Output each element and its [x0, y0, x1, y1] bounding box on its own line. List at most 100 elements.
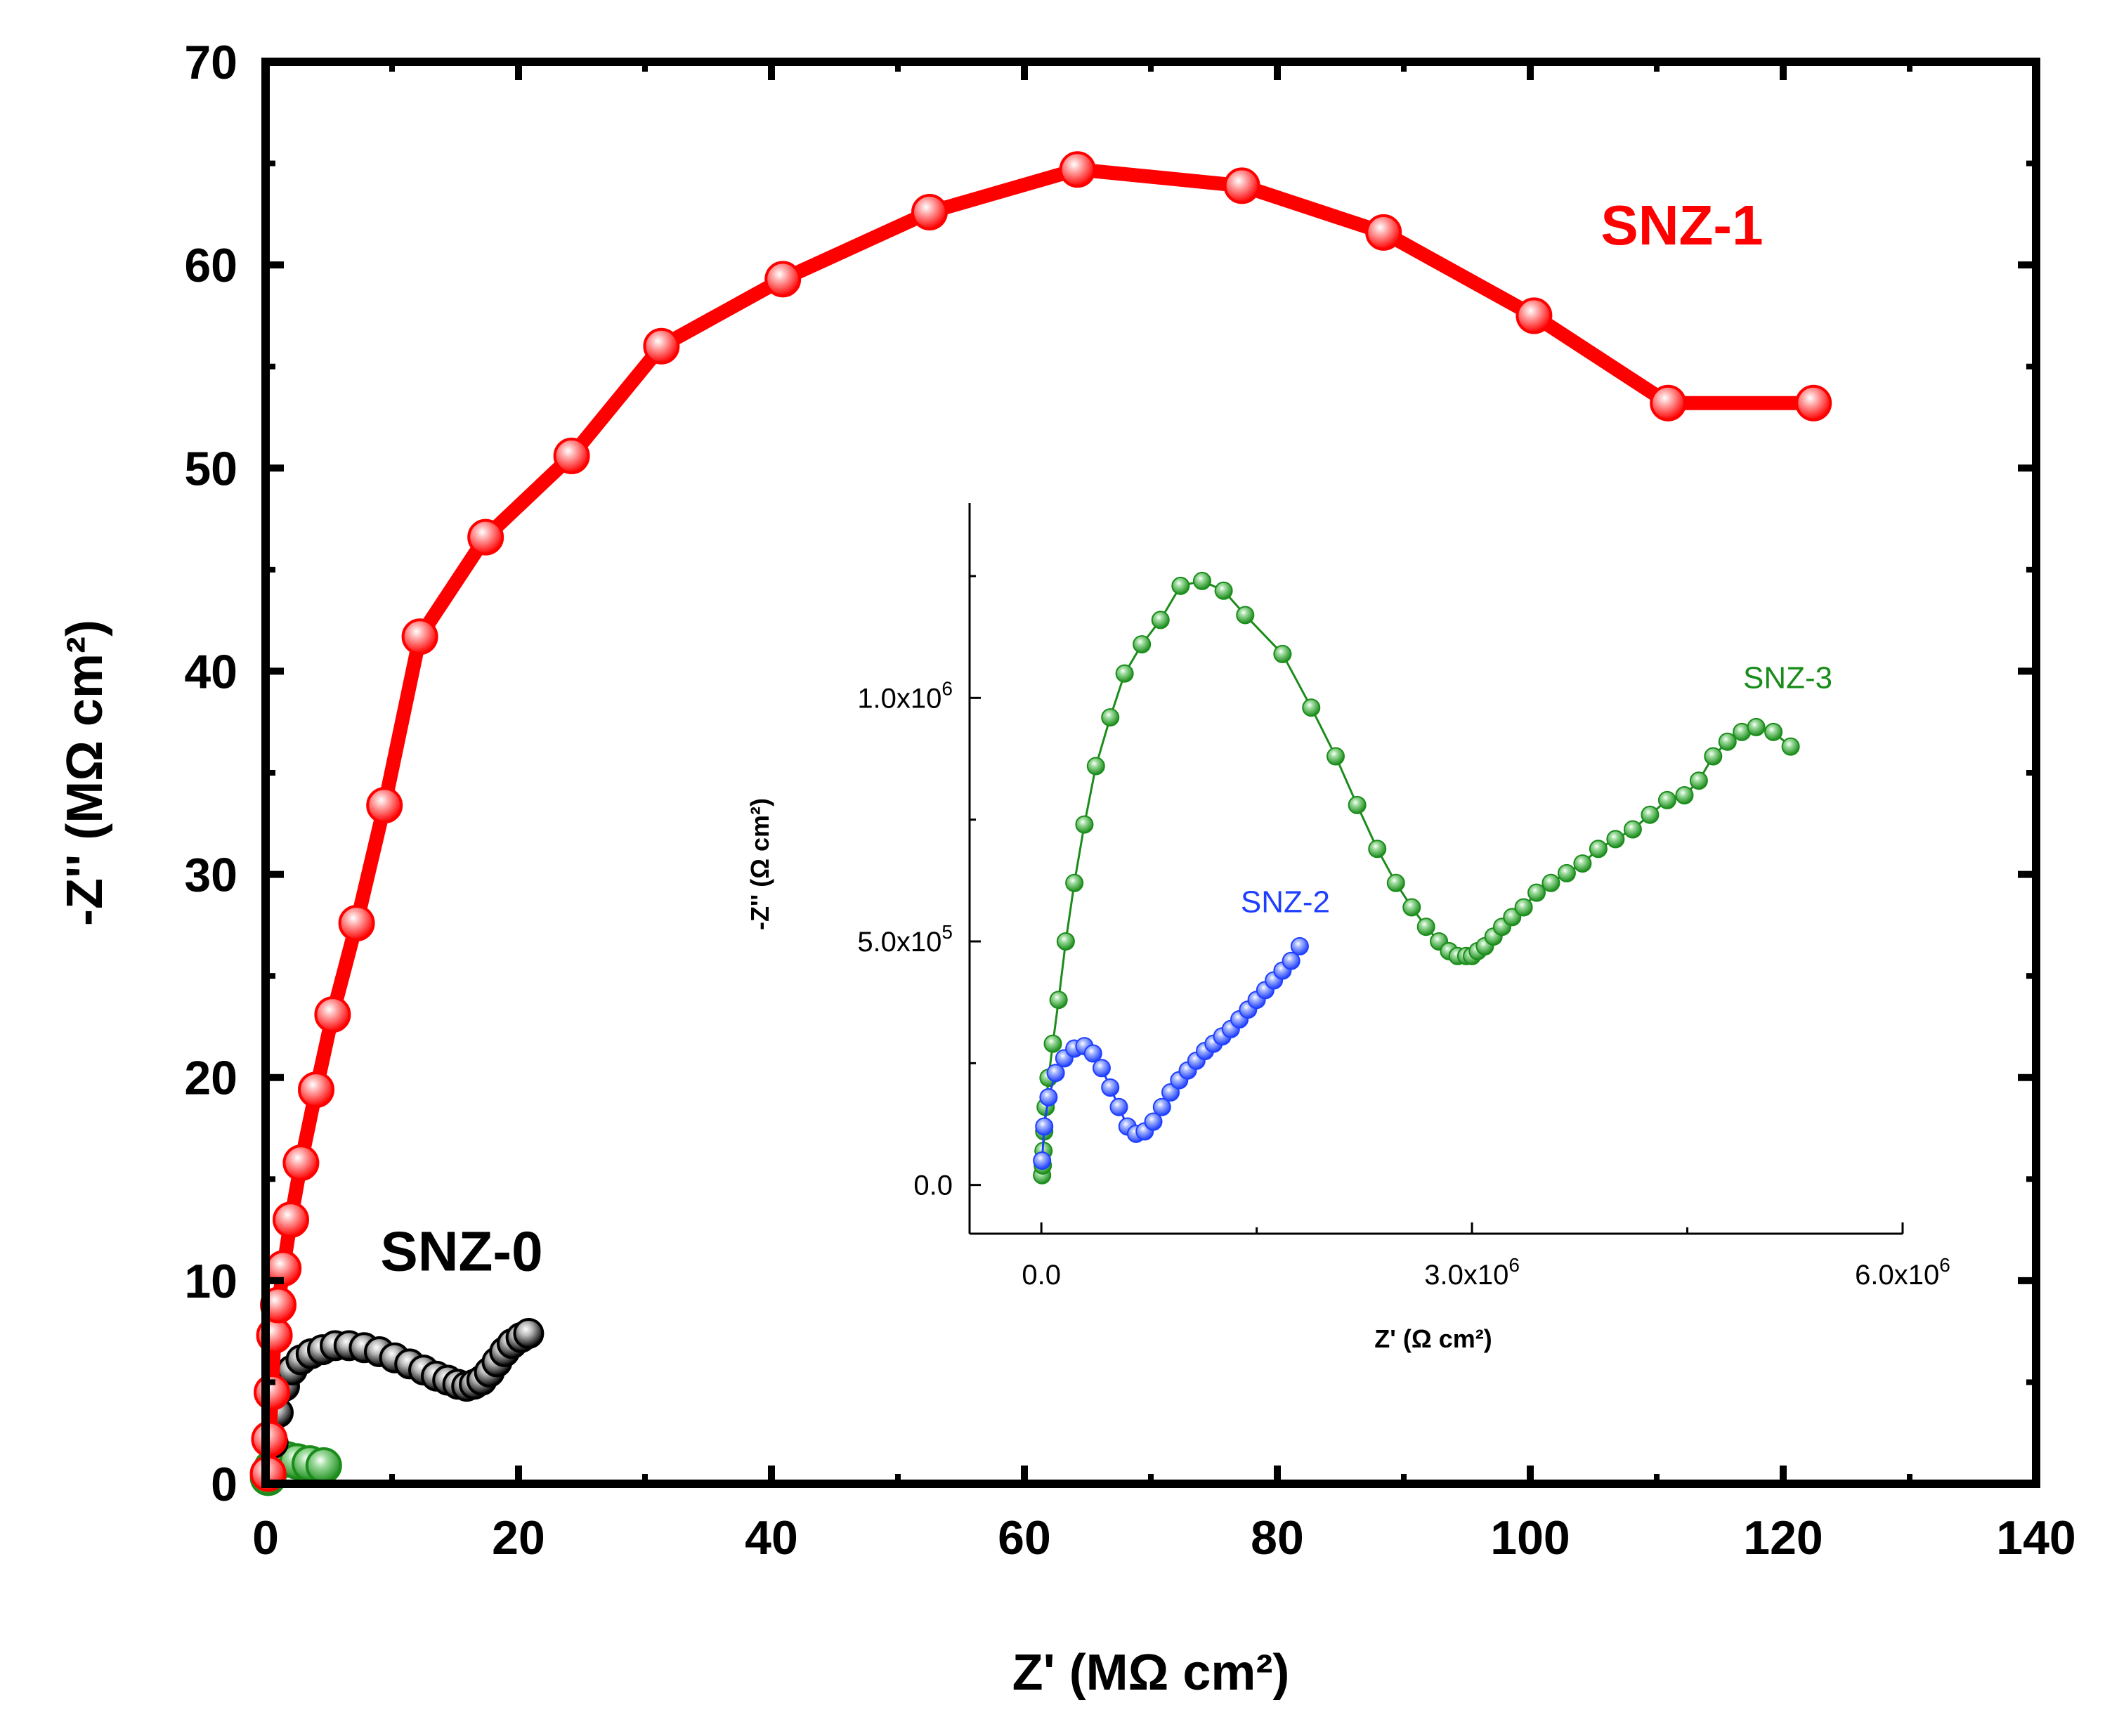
data-point: [1092, 1059, 1111, 1078]
data-point: [1043, 1034, 1062, 1053]
data-point: [1527, 883, 1546, 902]
data-point: [1326, 747, 1345, 766]
data-point: [1606, 830, 1625, 849]
data-point: [911, 193, 948, 230]
data-point: [1764, 722, 1783, 741]
data-point: [1589, 840, 1608, 859]
main-x-tick-label: 40: [745, 1511, 798, 1565]
snz0-series-label: SNZ-0: [380, 1220, 542, 1282]
snz1-series-label: SNZ-1: [1601, 194, 1763, 256]
data-point: [1144, 1112, 1163, 1131]
data-point: [1282, 951, 1301, 970]
data-point: [1065, 873, 1084, 892]
main-x-tick-label: 100: [1490, 1511, 1570, 1565]
main-y-tick-label: 50: [184, 442, 237, 495]
data-point: [1675, 786, 1694, 804]
main-y-tick-label: 60: [184, 239, 237, 292]
main-y-tick-label: 0: [211, 1458, 237, 1511]
data-point: [1368, 840, 1387, 859]
inset-y-axis-title: -Z'' (Ω cm²): [745, 798, 774, 930]
main-series-layer: [249, 151, 1832, 1496]
data-point: [1657, 790, 1676, 809]
data-point: [553, 437, 590, 474]
data-point: [273, 1201, 309, 1239]
data-point: [1386, 873, 1405, 892]
inset-y-tick-label: 1.0x106: [857, 677, 953, 714]
main-y-tick-label: 30: [184, 849, 237, 902]
snz3-series-label: SNZ-3: [1743, 660, 1832, 695]
data-point: [1236, 606, 1255, 625]
data-point: [1781, 737, 1800, 756]
inset-series-layer: [1033, 571, 1800, 1184]
main-series-snz-1: [249, 151, 1832, 1492]
inset-tick-layer: 0.0 3.0x106 6.0x106 0.0 5.0x105 1.0x106: [857, 575, 1950, 1291]
data-point: [1192, 571, 1211, 590]
data-point: [1704, 747, 1723, 766]
data-point: [1115, 664, 1134, 683]
data-point: [1035, 1117, 1054, 1136]
data-point: [1365, 214, 1402, 251]
data-point: [366, 787, 403, 824]
main-x-tick-label: 80: [1251, 1511, 1304, 1565]
data-point: [643, 327, 680, 365]
data-point: [1557, 863, 1576, 882]
data-point: [1075, 815, 1094, 834]
inset-chart: 0.0 3.0x106 6.0x106 0.0 5.0x105 1.0x106 Z' (Ω…: [745, 503, 1950, 1353]
data-point: [1033, 1151, 1052, 1170]
main-y-tick-label: 10: [184, 1255, 237, 1308]
data-point: [1101, 708, 1120, 727]
data-point: [1641, 805, 1660, 824]
data-point: [1650, 384, 1687, 422]
inset-y-tick-label: 5.0x105: [857, 921, 953, 958]
data-point: [314, 996, 351, 1033]
inset-x-tick-label: 6.0x106: [1855, 1254, 1950, 1291]
main-x-tick-label: 120: [1743, 1511, 1823, 1565]
data-point: [1273, 644, 1292, 663]
data-point: [298, 1071, 334, 1109]
inset-x-tick-label: 3.0x106: [1424, 1254, 1520, 1291]
data-point: [401, 618, 438, 655]
data-point: [1171, 576, 1190, 595]
main-y-tick-label: 40: [184, 645, 237, 698]
data-point: [1039, 1088, 1058, 1107]
data-point: [1541, 873, 1560, 892]
data-point: [1402, 898, 1421, 917]
data-point: [1514, 898, 1533, 917]
inset-y-tick-label: 0.0: [913, 1170, 953, 1201]
data-point: [1747, 717, 1766, 736]
inset-background: [970, 503, 1903, 1234]
main-y-tick-label: 70: [184, 36, 237, 89]
main-y-axis-title: -Z'' (MΩ cm²): [57, 620, 113, 926]
data-point: [1623, 820, 1642, 839]
data-point: [1056, 932, 1075, 951]
data-point: [1152, 1097, 1171, 1116]
inset-series-snz-3: [1033, 571, 1800, 1184]
data-point: [1348, 795, 1367, 814]
data-point: [1689, 771, 1708, 790]
data-point: [1795, 384, 1832, 422]
main-tick-layer: 0 20 40 60 80 100 120 140 0 10 20 30 40 50 60 70: [184, 36, 2075, 1565]
data-point: [1049, 991, 1068, 1010]
data-point: [1109, 1097, 1128, 1116]
main-x-axis-title: Z' (MΩ cm²): [1012, 1645, 1290, 1701]
data-point: [305, 1447, 342, 1484]
data-point: [1515, 297, 1553, 334]
data-point: [1573, 854, 1592, 873]
data-point: [1086, 757, 1105, 776]
data-point: [1290, 936, 1309, 955]
data-point: [1718, 732, 1737, 751]
main-x-tick-label: 0: [252, 1511, 279, 1565]
data-point: [1214, 581, 1233, 600]
main-x-tick-label: 60: [998, 1511, 1051, 1565]
main-x-tick-label: 20: [492, 1511, 545, 1565]
data-point: [1133, 635, 1152, 654]
inset-x-axis-title: Z' (Ω cm²): [1374, 1324, 1492, 1353]
data-point: [1302, 698, 1321, 717]
main-y-tick-label: 20: [184, 1052, 237, 1105]
data-point: [1101, 1078, 1120, 1097]
data-point: [1151, 611, 1170, 629]
data-point: [1223, 167, 1260, 204]
inset-x-tick-label: 0.0: [1022, 1260, 1061, 1291]
data-point: [1416, 918, 1435, 936]
